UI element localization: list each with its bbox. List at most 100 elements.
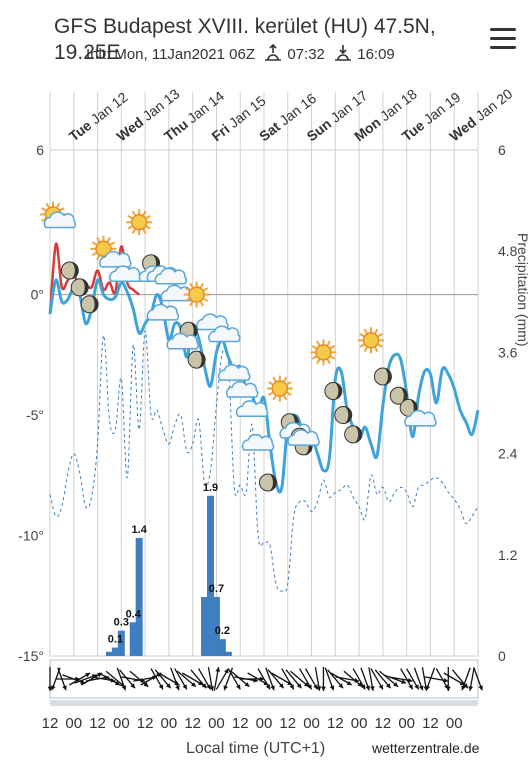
wind-arrow: [213, 667, 220, 691]
wind-arrow: [383, 674, 407, 684]
hour-tick-label: 00: [351, 715, 368, 732]
wind-arrow: [140, 672, 162, 686]
sun-ray: [41, 217, 47, 222]
cloud-shape: [146, 265, 180, 283]
wind-arrow-head: [236, 684, 241, 690]
wind-arrow-head: [425, 685, 431, 691]
wind-arrow: [327, 669, 344, 689]
wind-arrow-head: [289, 684, 294, 690]
wind-arrow: [257, 668, 271, 690]
moon-shadow: [408, 399, 418, 417]
cloud-icon: [166, 332, 199, 350]
sun-ray: [142, 210, 147, 216]
wind-arrow: [80, 672, 103, 686]
precip-bar: [111, 647, 119, 656]
moon-icon: [70, 278, 89, 297]
precip-bar: [218, 639, 226, 656]
precip-label: 0.4: [126, 608, 142, 620]
wind-arrow-head: [296, 683, 302, 689]
hour-tick-label: 12: [42, 715, 59, 732]
y-tick-label: -5°: [26, 407, 44, 423]
precip-label: 1.4: [132, 524, 148, 536]
wind-arrow-head: [423, 686, 429, 691]
sunset-time: 16:09: [357, 46, 395, 63]
wind-arrow: [451, 669, 469, 689]
wind-arrow-head: [209, 686, 215, 691]
dewpoint-series: [49, 330, 479, 593]
wind-arrow: [247, 672, 269, 686]
sun-ray: [359, 343, 365, 348]
cloud-shape: [138, 265, 172, 283]
moon-disc: [294, 437, 313, 456]
precip-label: 0.3: [114, 617, 129, 629]
cloud-shape: [109, 265, 142, 283]
sun-ray: [363, 346, 368, 353]
wind-arrow-head: [47, 686, 53, 691]
sun-ray: [91, 241, 98, 246]
sun-cloud-icon: [39, 201, 77, 229]
wind-arrow: [379, 670, 399, 688]
y2-axis-title: Precipitation (mm): [515, 233, 529, 347]
moon-icon: [187, 350, 206, 369]
moon-shadow: [303, 437, 313, 455]
wind-arrow-head: [346, 680, 352, 685]
moon-shadow: [353, 425, 362, 443]
moon-shadow: [267, 474, 277, 492]
wind-arrow: [461, 667, 471, 691]
hour-tick-label: 12: [327, 715, 344, 732]
wind-arrow-head: [121, 685, 127, 691]
moon-disc: [258, 473, 277, 492]
precip-label: 1.9: [203, 482, 218, 494]
cloud-icon: [208, 325, 241, 343]
moon-shadow: [343, 406, 352, 424]
moon-icon: [258, 473, 277, 492]
sun-ray: [59, 207, 65, 212]
wind-arrow-head: [97, 673, 103, 678]
wind-arrow-head: [369, 686, 375, 691]
wind-arrow-head: [393, 682, 399, 687]
cloud-shape: [235, 400, 269, 417]
moon-icon: [399, 398, 418, 417]
sun-ray: [56, 220, 61, 227]
sun-ray: [316, 358, 321, 365]
wind-arrow-head: [143, 682, 149, 687]
moon-icon: [290, 427, 309, 446]
wind-arrow: [406, 668, 420, 690]
day-date: Jan 14: [184, 88, 227, 127]
wind-arrow: [330, 672, 352, 686]
day-name: Tue: [399, 115, 431, 145]
wind-arrow-head: [459, 680, 465, 685]
hour-tick-label: 00: [256, 715, 273, 732]
wind-arrow: [177, 670, 197, 688]
moon-icon: [389, 386, 408, 405]
cloud-icon: [404, 409, 437, 427]
menu-icon[interactable]: [490, 28, 516, 50]
moon-disc: [142, 254, 161, 273]
sun-disc: [362, 332, 380, 349]
wind-arrow-head: [119, 682, 125, 687]
cloud-shape: [146, 303, 180, 321]
wind-arrow-head: [85, 673, 91, 678]
sun-ray: [268, 391, 274, 396]
plot-frame: [49, 149, 479, 657]
moon-shadow: [89, 295, 99, 313]
sun-ray: [199, 282, 204, 289]
sunset-icon: [335, 45, 352, 61]
moon-disc: [334, 406, 353, 425]
sun-ray: [311, 345, 318, 350]
wind-arrow-head: [444, 684, 449, 690]
moon-icon: [280, 413, 299, 432]
sun-ray: [286, 391, 292, 396]
sun-ray: [203, 287, 209, 292]
sun-ray: [109, 251, 116, 257]
moon-disc: [280, 413, 299, 432]
sun-ray: [329, 355, 336, 360]
wind-arrow: [227, 668, 241, 690]
wind-arrow: [85, 676, 110, 682]
wind-arrow-head: [463, 683, 468, 689]
cloud-icon: [287, 429, 320, 446]
y2-tick-label: 6: [498, 142, 506, 158]
wind-arrow: [281, 668, 295, 690]
wind-arrow-head: [321, 686, 326, 691]
wind-arrow: [324, 667, 335, 691]
